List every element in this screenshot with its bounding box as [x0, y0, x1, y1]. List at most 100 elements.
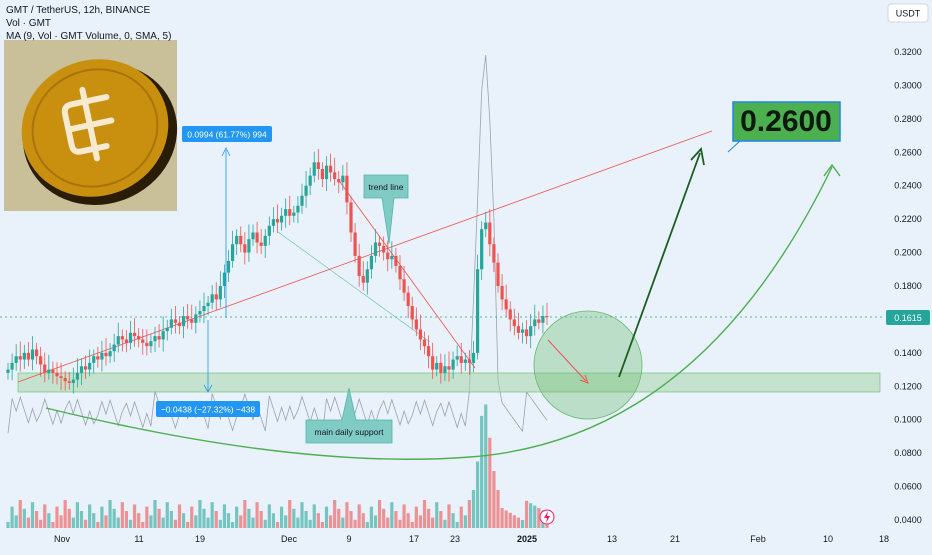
trend-line-rising: [17, 130, 713, 383]
time-tick-label: 2025: [517, 534, 537, 544]
volume-bar: [177, 504, 182, 528]
volume-bar: [504, 510, 508, 528]
candle-body: [137, 336, 141, 340]
candle-body: [124, 339, 129, 343]
volume-bar: [112, 508, 116, 528]
volume-bar: [186, 522, 190, 528]
candle-body: [141, 339, 145, 343]
trend-line-callout: [363, 174, 409, 245]
candle-body: [390, 255, 394, 260]
price-tick-label: 0.3200: [894, 47, 922, 57]
volume-bar: [235, 506, 239, 528]
volume-bar: [529, 503, 533, 528]
volume-bar: [533, 505, 537, 528]
candle-body: [30, 349, 35, 360]
chart-legend: GMT / TetherUS, 12h, BINANCE Vol · GMT M…: [6, 4, 171, 43]
volume-bar: [398, 519, 402, 528]
price-axis[interactable]: 0.3200 0.3000 0.2800 0.2600 0.2400 0.2200 0.20…: [894, 47, 922, 525]
candle-body: [439, 362, 443, 373]
volume-bar: [382, 508, 386, 528]
volume-legend[interactable]: Vol · GMT: [6, 18, 52, 29]
trend-line-minor: [277, 231, 431, 343]
candle-body: [39, 356, 43, 365]
candle-body: [443, 366, 447, 373]
measure-up-label-box: [182, 126, 272, 142]
price-tick-label: 0.2400: [894, 181, 922, 191]
candle-body: [406, 292, 410, 307]
measure-down-arrow: [203, 384, 213, 393]
volume-bar: [71, 517, 75, 528]
volume-bar: [34, 511, 39, 528]
candle-body: [271, 219, 276, 226]
candle-body: [480, 229, 484, 270]
candle-body: [34, 349, 39, 357]
volume-bar: [496, 490, 500, 528]
candle-body: [353, 232, 357, 256]
time-axis[interactable]: Nov 11 19 Dec 9 17 23 2025 13 21 Feb 10 18: [54, 534, 889, 544]
candle-body: [112, 344, 116, 352]
target-arrow-head: [690, 147, 705, 166]
volume-bar: [463, 515, 467, 528]
candle-body: [116, 336, 120, 345]
candle-body: [324, 165, 329, 180]
volume-bar: [96, 522, 100, 528]
volume-bar: [373, 515, 378, 528]
volume-bar: [194, 515, 198, 528]
candle-body: [51, 369, 55, 373]
volume-bar: [333, 500, 337, 528]
volume-bar: [75, 502, 80, 528]
currency-label: USDT: [896, 9, 921, 19]
candle-body: [210, 294, 214, 303]
volume-bar: [251, 517, 255, 528]
candle-body: [67, 381, 71, 383]
time-tick-label: 13: [607, 534, 617, 544]
candle-body: [194, 314, 198, 323]
volume-bar: [471, 490, 476, 528]
candle-body: [475, 269, 480, 353]
candle-body: [128, 332, 133, 343]
symbol-title[interactable]: GMT / TetherUS, 12h, BINANCE: [6, 5, 151, 16]
time-tick-label: 10: [823, 534, 833, 544]
volume-bar: [435, 502, 439, 528]
volume-bar: [120, 502, 124, 528]
ma-legend[interactable]: MA (9, Vol · GMT Volume, 0, SMA, 5): [6, 31, 172, 42]
candle-body: [365, 269, 369, 283]
candle-body: [341, 175, 345, 183]
candle-body: [484, 222, 488, 230]
volume-bar: [308, 519, 312, 528]
volume-bar: [284, 515, 288, 528]
candle-body: [22, 352, 26, 360]
measure-down-label: −0.0438 (−27.32%) −438: [161, 405, 256, 415]
candle-body: [92, 356, 96, 363]
candle-body: [345, 175, 349, 203]
candle-body: [394, 255, 398, 266]
candle-body: [275, 219, 280, 223]
candle-body: [333, 172, 337, 180]
volume-bar: [406, 513, 410, 528]
volume-bar: [516, 517, 521, 528]
candle-body: [206, 302, 210, 307]
time-tick-label: 23: [450, 534, 460, 544]
candle-body: [349, 202, 353, 233]
candle-body: [26, 352, 31, 360]
time-tick-label: 18: [879, 534, 889, 544]
volume-bar: [100, 506, 104, 528]
volume-bar: [365, 522, 369, 528]
volume-bar: [79, 511, 84, 528]
candle-body: [218, 286, 222, 300]
candle-body: [414, 319, 418, 330]
candle-body: [431, 356, 435, 370]
candle-body: [471, 352, 476, 363]
candle-body: [259, 242, 263, 246]
target-box[interactable]: [732, 101, 841, 142]
currency-tag[interactable]: [887, 3, 929, 23]
volume-bar: [524, 500, 529, 528]
candle-body: [214, 294, 218, 300]
drop-arrow-head: [579, 374, 589, 384]
price-tick-label: 0.1400: [894, 348, 922, 358]
candle-body: [132, 332, 137, 337]
time-tick-label: 17: [409, 534, 419, 544]
candle-body: [312, 162, 316, 176]
